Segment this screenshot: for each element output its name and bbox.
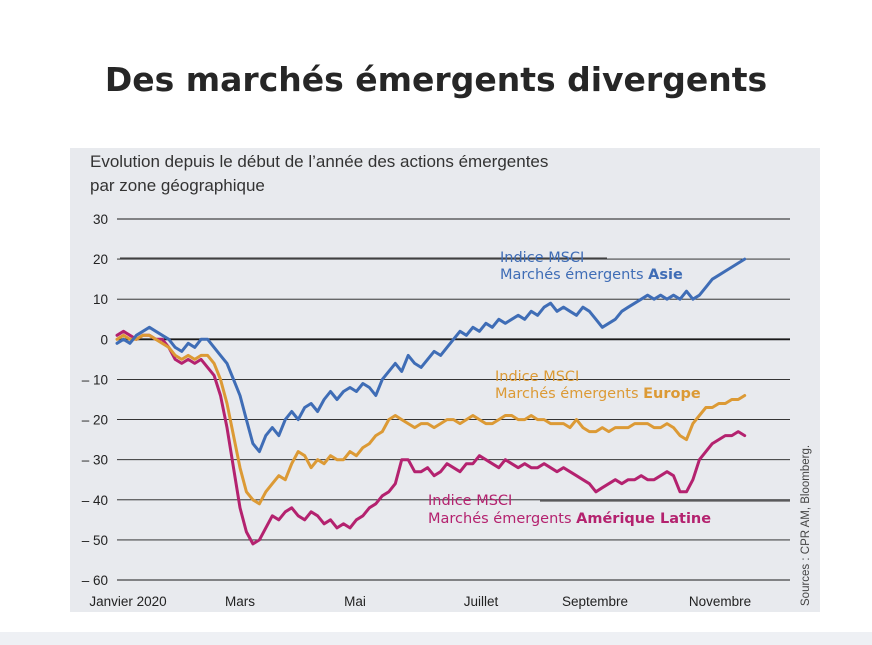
y-tick-label: 0	[100, 332, 108, 347]
y-tick-label: 20	[93, 252, 108, 267]
y-tick-label: – 30	[82, 453, 108, 468]
annotation-europe-line-2: Marchés émergents Europe	[495, 386, 701, 402]
chart-source: Sources : CPR AM, Bloomberg.	[800, 445, 812, 606]
y-tick-label: – 20	[82, 413, 108, 428]
y-tick-label: – 10	[82, 372, 108, 387]
x-tick-label: Mai	[344, 594, 366, 609]
bottom-strip	[0, 632, 872, 645]
x-tick-label: Mars	[225, 594, 255, 609]
chart-subtitle-line-2: par zone géographique	[90, 176, 265, 195]
annotation-amlat-line-1: Indice MSCI	[428, 493, 512, 509]
annotation-asie-line-2: Marchés émergents Asie	[500, 267, 683, 283]
x-tick-label: Novembre	[689, 594, 751, 609]
annotation-europe-line-1: Indice MSCI	[495, 369, 579, 385]
y-tick-label: 30	[93, 212, 108, 227]
x-tick-label: Juillet	[464, 594, 499, 609]
x-tick-label: Janvier 2020	[89, 594, 166, 609]
series-line-asie	[115, 257, 747, 454]
chart: Evolution depuis le début de l’année des…	[70, 148, 820, 612]
series-line-amlat	[115, 329, 747, 546]
page-title: Des marchés émergents divergents	[104, 60, 768, 99]
x-tick-label: Septembre	[562, 594, 628, 609]
annotation-amlat-line-2: Marchés émergents Amérique Latine	[428, 511, 711, 527]
chart-background	[70, 148, 820, 612]
y-tick-label: – 60	[82, 573, 108, 588]
y-tick-label: 10	[93, 292, 108, 307]
y-tick-label: – 50	[82, 533, 108, 548]
annotation-asie-line-1: Indice MSCI	[500, 250, 584, 266]
chart-subtitle-line-1: Evolution depuis le début de l’année des…	[90, 152, 548, 171]
y-tick-label: – 40	[82, 493, 108, 508]
series-line-europe	[115, 333, 747, 506]
